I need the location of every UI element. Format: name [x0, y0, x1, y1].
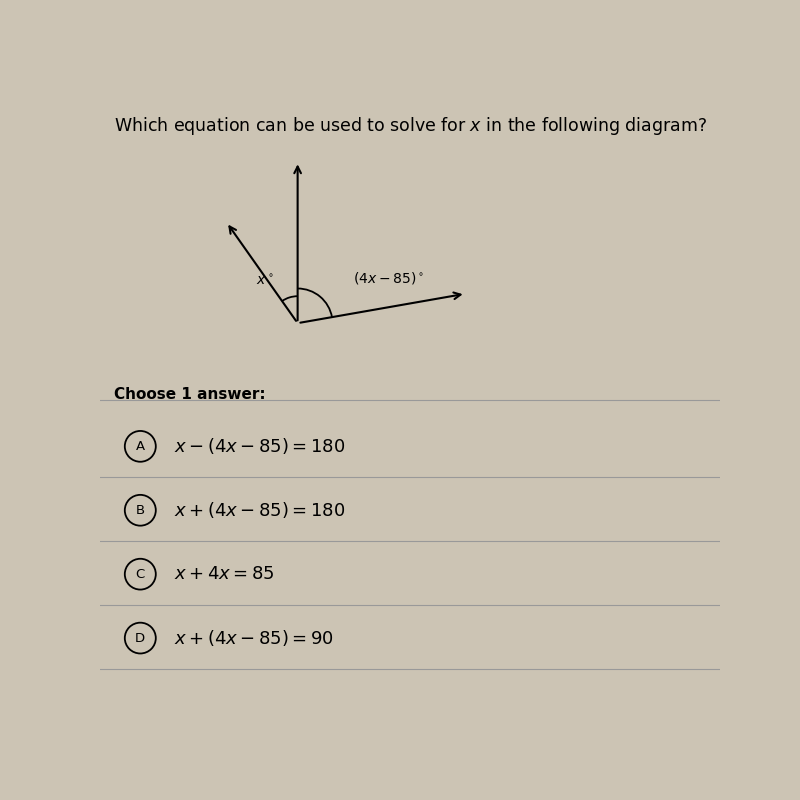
- Text: Choose 1 answer:: Choose 1 answer:: [114, 387, 266, 402]
- Text: $x+(4x-85)=90$: $x+(4x-85)=90$: [174, 628, 334, 648]
- Text: $x^\circ$: $x^\circ$: [256, 274, 274, 288]
- Text: $(4x-85)^\circ$: $(4x-85)^\circ$: [354, 270, 425, 286]
- Text: C: C: [136, 568, 145, 581]
- Text: $x+4x=85$: $x+4x=85$: [174, 565, 274, 583]
- Text: $x-(4x-85)=180$: $x-(4x-85)=180$: [174, 436, 345, 456]
- Text: Which equation can be used to solve for $x$ in the following diagram?: Which equation can be used to solve for …: [114, 115, 706, 138]
- Text: B: B: [136, 504, 145, 517]
- Text: D: D: [135, 631, 146, 645]
- Text: A: A: [136, 440, 145, 453]
- Text: $x+(4x-85)=180$: $x+(4x-85)=180$: [174, 500, 345, 520]
